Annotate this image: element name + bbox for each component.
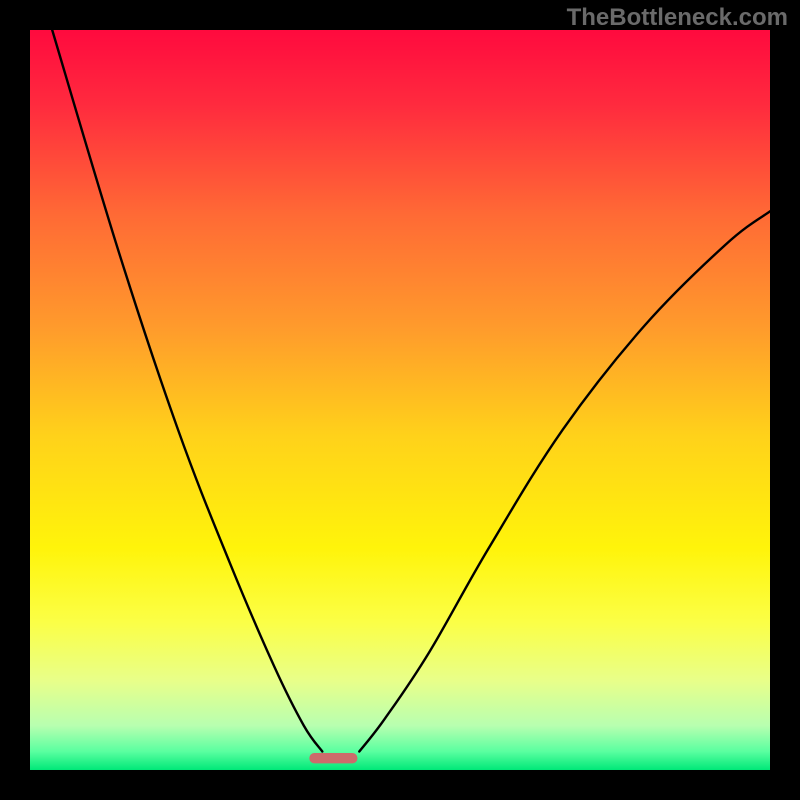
optimal-marker: [309, 753, 357, 763]
chart-container: { "watermark": { "text": "TheBottleneck.…: [0, 0, 800, 800]
plot-background: [30, 30, 770, 770]
watermark-text: TheBottleneck.com: [567, 4, 788, 32]
bottleneck-chart: [0, 0, 800, 800]
